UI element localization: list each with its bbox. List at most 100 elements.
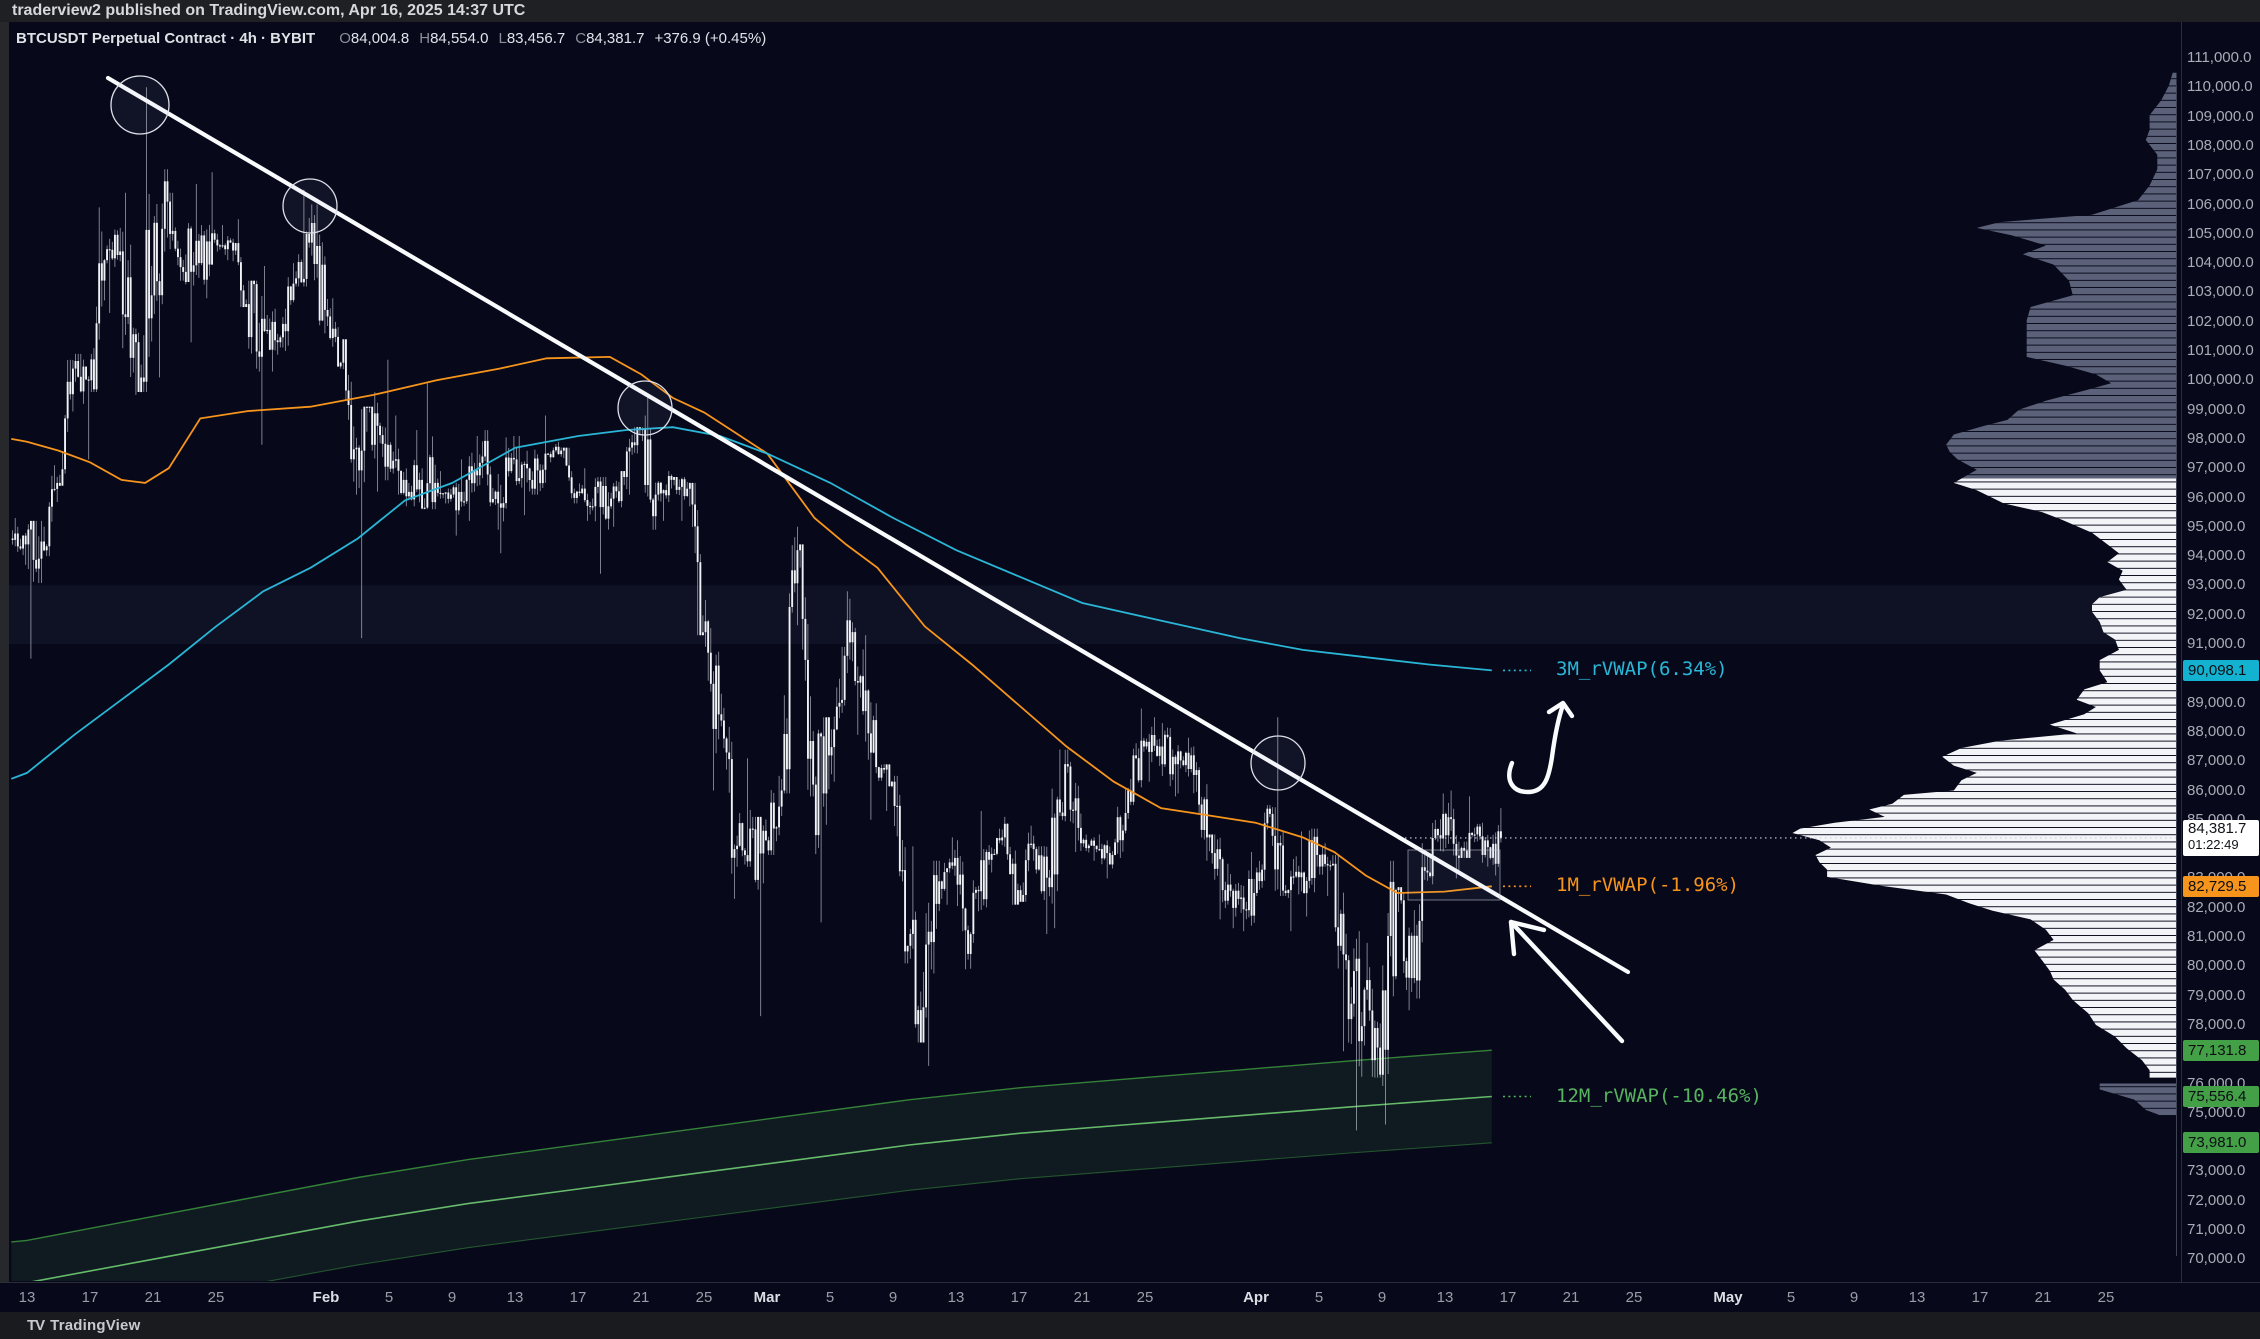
tradingview-logo[interactable]: TV TradingView xyxy=(27,1317,140,1334)
price-tick-label: 79,000.0 xyxy=(2187,987,2246,1004)
volume-profile-lower-gray xyxy=(2099,1083,2177,1116)
price-tick-label: 70,000.0 xyxy=(2187,1250,2246,1267)
candle-bodies xyxy=(11,181,1502,1075)
price-tick-label: 106,000.0 xyxy=(2187,196,2254,213)
time-tick-13: 13 xyxy=(947,1289,965,1306)
price-badge-84,381.7: 84,381.7 01:22:49 xyxy=(2183,820,2259,856)
price-tick-label: 78,000.0 xyxy=(2187,1016,2246,1033)
price-tick-label: 92,000.0 xyxy=(2187,606,2246,623)
tv-logo-icon: TV xyxy=(27,1317,45,1334)
time-tick-25: 25 xyxy=(695,1289,713,1306)
vwap-1m-line xyxy=(11,355,1492,894)
highlight-band xyxy=(9,585,2176,644)
price-axis[interactable]: 111,000.0 110,000.0 109,000.0 108,000.0 107,… xyxy=(2181,22,2260,1282)
price-tick-label: 104,000.0 xyxy=(2187,254,2254,271)
volume-profile-upper-gray xyxy=(1946,72,2177,479)
time-tick-9: 9 xyxy=(1377,1289,1387,1306)
price-tick-label: 91,000.0 xyxy=(2187,635,2246,652)
trendline-touch-circle-3[interactable] xyxy=(617,380,673,436)
ohlc-key: C xyxy=(575,30,587,47)
consolidation-box[interactable] xyxy=(1407,849,1501,901)
volume-profile-value-area xyxy=(1792,478,2177,1078)
descending-trendline[interactable] xyxy=(105,75,1631,975)
time-tick-21: 21 xyxy=(2034,1289,2052,1306)
time-tick-17: 17 xyxy=(1010,1289,1028,1306)
trendline-touch-circle-1[interactable] xyxy=(110,75,170,135)
price-tick-label: 102,000.0 xyxy=(2187,313,2254,330)
time-tick-25: 25 xyxy=(207,1289,225,1306)
vwap-1m-label[interactable]: 1M_rVWAP(-1.96%) xyxy=(1556,874,1740,897)
price-tick-label: 71,000.0 xyxy=(2187,1221,2246,1238)
price-tick-label: 103,000.0 xyxy=(2187,283,2254,300)
trendline-touch-circle-2[interactable] xyxy=(282,178,338,234)
time-tick-5: 5 xyxy=(1314,1289,1324,1306)
time-tick-9: 9 xyxy=(447,1289,457,1306)
price-badge-90,098.1: 90,098.1 xyxy=(2183,660,2259,681)
time-tick-21: 21 xyxy=(144,1289,162,1306)
time-tick-25: 25 xyxy=(2097,1289,2115,1306)
price-tick-label: 98,000.0 xyxy=(2187,430,2246,447)
price-badge-77,131.8: 77,131.8 xyxy=(2183,1040,2259,1061)
time-tick-5: 5 xyxy=(825,1289,835,1306)
time-tick-9: 9 xyxy=(888,1289,898,1306)
time-tick-17: 17 xyxy=(81,1289,99,1306)
time-tick-Mar: Mar xyxy=(753,1289,781,1306)
vwap-12m-label[interactable]: 12M_rVWAP(-10.46%) xyxy=(1556,1084,1762,1107)
time-tick-5: 5 xyxy=(384,1289,394,1306)
price-tick-label: 87,000.0 xyxy=(2187,752,2246,769)
time-tick-25: 25 xyxy=(1136,1289,1154,1306)
time-tick-May: May xyxy=(1713,1289,1743,1306)
countdown-timer: 01:22:49 xyxy=(2188,837,2239,852)
ohlc-value: 83,456.7 xyxy=(506,30,566,47)
price-tick-label: 101,000.0 xyxy=(2187,342,2254,359)
price-tick-label: 97,000.0 xyxy=(2187,459,2246,476)
ohlc-key: O xyxy=(339,30,351,47)
price-badge-82,729.5: 82,729.5 xyxy=(2183,876,2259,897)
price-tick-label: 96,000.0 xyxy=(2187,489,2246,506)
ohlc-key: H xyxy=(419,30,431,47)
vwap-12m-upper-line xyxy=(11,1049,1492,1243)
price-badge-73,981.0: 73,981.0 xyxy=(2183,1132,2259,1153)
time-tick-13: 13 xyxy=(1908,1289,1926,1306)
price-tick-label: 89,000.0 xyxy=(2187,694,2246,711)
price-tick-label: 81,000.0 xyxy=(2187,928,2246,945)
vwap-3m-label[interactable]: 3M_rVWAP(6.34%) xyxy=(1556,658,1728,681)
price-tick-label: 86,000.0 xyxy=(2187,782,2246,799)
time-tick-13: 13 xyxy=(1436,1289,1454,1306)
price-tick-label: 109,000.0 xyxy=(2187,108,2254,125)
ohlc-key: L xyxy=(498,30,507,47)
price-tick-label: 100,000.0 xyxy=(2187,371,2254,388)
time-tick-13: 13 xyxy=(18,1289,36,1306)
price-tick-label: 107,000.0 xyxy=(2187,166,2254,183)
left-edge-strip xyxy=(0,22,9,1282)
time-tick-Feb: Feb xyxy=(312,1289,340,1306)
time-tick-17: 17 xyxy=(569,1289,587,1306)
trendline-touch-circle-4[interactable] xyxy=(1250,735,1306,791)
time-tick-21: 21 xyxy=(632,1289,650,1306)
price-tick-label: 111,000.0 xyxy=(2187,49,2252,66)
price-tick-label: 108,000.0 xyxy=(2187,137,2254,154)
price-tick-label: 110,000.0 xyxy=(2187,78,2253,95)
time-axis[interactable]: 13 17 21 25 Feb 5 9 13 17 21 25 Mar 5 9 13 17 21 25 Apr 5 9 1… xyxy=(0,1282,2260,1313)
publish-text: traderview2 published on TradingView.com… xyxy=(12,2,526,19)
price-tick-label: 88,000.0 xyxy=(2187,723,2246,740)
price-badge-75,556.4: 75,556.4 xyxy=(2183,1086,2259,1107)
ohlc-value: 84,381.7 xyxy=(586,30,645,47)
straight-up-left-arrow[interactable] xyxy=(1508,919,1625,1044)
ohlc-values: O84,004.8 H84,554.0 L83,456.7 C84,381.7 xyxy=(329,30,644,47)
symbol-ohlc-bar: BTCUSDT Perpetual Contract · 4h · BYBIT O… xyxy=(16,28,766,50)
time-tick-13: 13 xyxy=(506,1289,524,1306)
tv-logo-text: TradingView xyxy=(50,1317,141,1334)
time-tick-25: 25 xyxy=(1625,1289,1643,1306)
price-tick-label: 105,000.0 xyxy=(2187,225,2254,242)
vwap-3m-line xyxy=(10,426,1492,780)
time-tick-17: 17 xyxy=(1971,1289,1989,1306)
price-tick-label: 80,000.0 xyxy=(2187,957,2246,974)
curved-up-arrow[interactable] xyxy=(1507,702,1566,795)
change-value: +376.9 (+0.45%) xyxy=(654,30,767,47)
footer-bar: TV TradingView xyxy=(0,1312,2260,1339)
price-tick-label: 93,000.0 xyxy=(2187,576,2246,593)
price-tick-label: 73,000.0 xyxy=(2187,1162,2246,1179)
